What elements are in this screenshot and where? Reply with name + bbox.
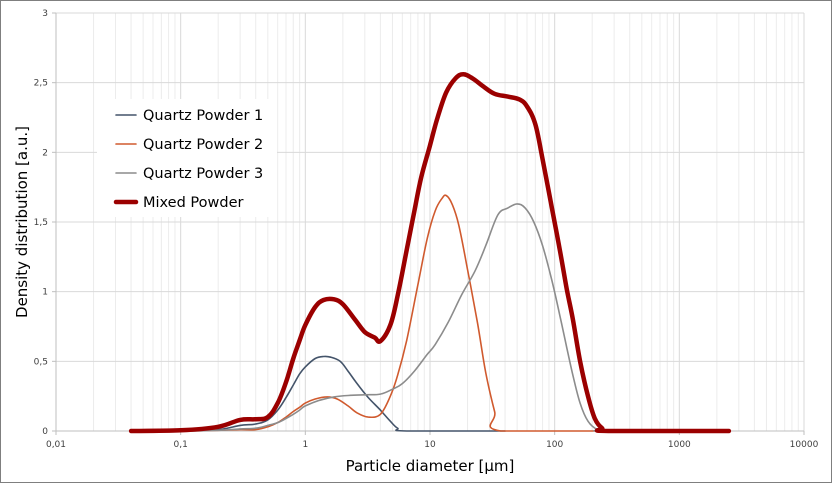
x-tick-label: 1000 (668, 440, 691, 450)
y-axis-title: Density distribution [a.u.] (13, 126, 31, 318)
x-tick-label: 10000 (790, 440, 819, 450)
y-tick-label: 3 (42, 9, 48, 19)
x-tick-label: 100 (546, 440, 563, 450)
y-tick-label: 0,5 (34, 357, 48, 367)
y-tick-label: 2 (42, 148, 48, 158)
y-tick-label: 2,5 (34, 79, 48, 89)
y-tick-label: 1,5 (34, 218, 48, 228)
legend-background (97, 99, 277, 217)
x-tick-label: 0,1 (174, 440, 188, 450)
x-tick-label: 10 (424, 440, 436, 450)
x-axis-title: Particle diameter [µm] (346, 457, 515, 475)
data-series (128, 72, 732, 434)
x-tick-label: 1 (302, 440, 308, 450)
legend: Quartz Powder 1 Quartz Powder 2 Quartz Pow… (113, 108, 263, 211)
legend-item-label: Mixed Powder (143, 195, 243, 211)
x-tick-label: 0,01 (46, 440, 66, 450)
legend-item-label: Quartz Powder 3 (143, 166, 263, 182)
y-axis-ticks: 0 0,5 1 1,5 2 2,5 3 (34, 9, 56, 437)
x-axis-ticks: 0,01 0,1 1 10 100 1000 10000 (46, 431, 819, 450)
y-tick-label: 1 (42, 288, 48, 298)
series-line-quartz-powder-1 (130, 355, 506, 432)
legend-item-label: Quartz Powder 2 (143, 137, 263, 153)
y-tick-label: 0 (42, 427, 48, 437)
series-line-quartz-powder-3 (130, 203, 730, 432)
legend-item-label: Quartz Powder 1 (143, 108, 263, 124)
series-line-mixed-powder (128, 72, 732, 434)
